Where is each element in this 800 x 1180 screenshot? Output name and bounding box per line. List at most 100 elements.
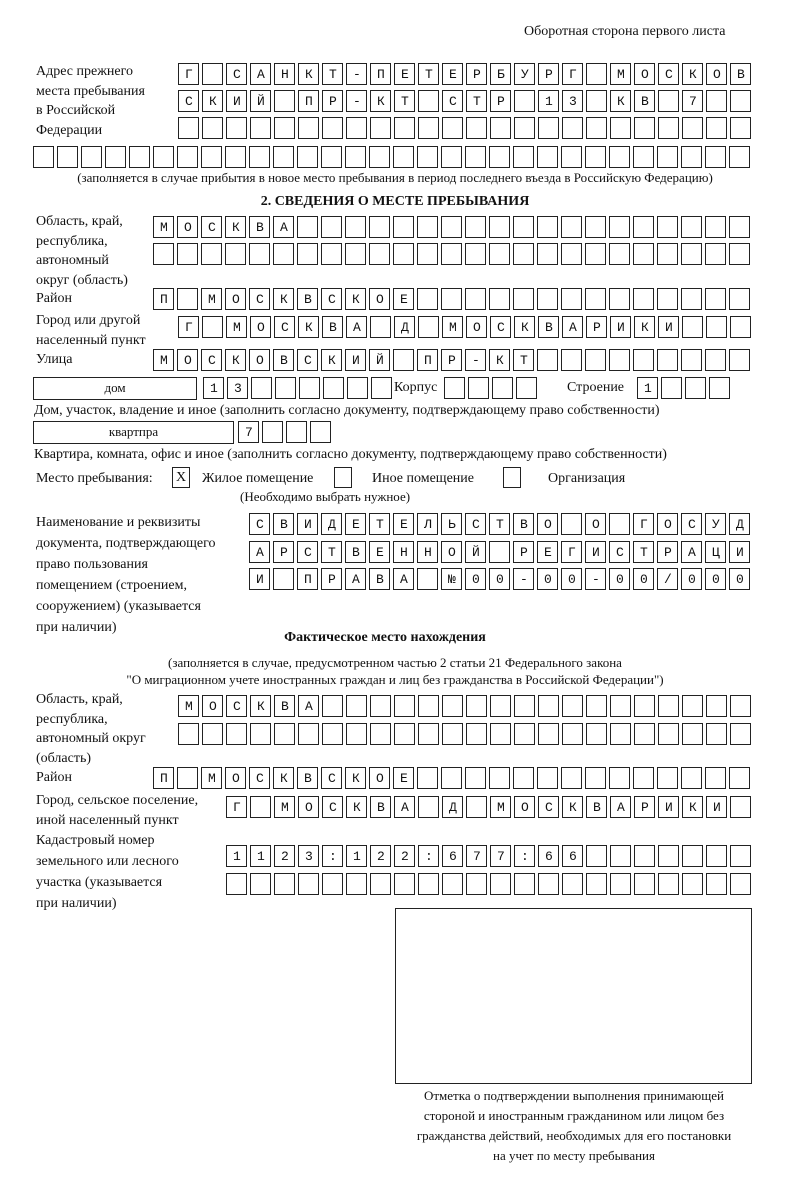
char-cell[interactable] xyxy=(322,723,343,745)
char-cell[interactable] xyxy=(537,146,558,168)
char-cell[interactable] xyxy=(489,216,510,238)
char-cell[interactable] xyxy=(537,767,558,789)
char-cell[interactable] xyxy=(585,216,606,238)
char-cell[interactable] xyxy=(633,243,654,265)
char-cell[interactable] xyxy=(706,723,727,745)
document-row-2[interactable]: АРСТВЕННОЙ РЕГИСТРАЦИ xyxy=(249,541,760,564)
char-cell[interactable] xyxy=(633,288,654,310)
char-cell[interactable] xyxy=(562,723,583,745)
char-cell[interactable] xyxy=(346,873,367,895)
char-cell[interactable] xyxy=(561,568,582,590)
char-cell[interactable] xyxy=(202,723,223,745)
char-cell[interactable] xyxy=(633,568,654,590)
char-cell[interactable] xyxy=(441,243,462,265)
char-cell[interactable] xyxy=(393,216,414,238)
char-cell[interactable] xyxy=(225,216,246,238)
char-cell[interactable] xyxy=(466,90,487,112)
apartment-row[interactable]: 7 xyxy=(238,421,341,444)
char-cell[interactable] xyxy=(658,873,679,895)
char-cell[interactable] xyxy=(202,90,223,112)
char-cell[interactable] xyxy=(322,873,343,895)
char-cell[interactable] xyxy=(466,845,487,867)
char-cell[interactable] xyxy=(633,349,654,371)
char-cell[interactable] xyxy=(323,377,344,399)
char-cell[interactable] xyxy=(369,243,390,265)
char-cell[interactable] xyxy=(273,216,294,238)
char-cell[interactable] xyxy=(393,767,414,789)
char-cell[interactable] xyxy=(442,845,463,867)
char-cell[interactable] xyxy=(226,723,247,745)
char-cell[interactable] xyxy=(249,568,270,590)
char-cell[interactable] xyxy=(466,796,487,818)
char-cell[interactable] xyxy=(297,243,318,265)
char-cell[interactable] xyxy=(346,117,367,139)
char-cell[interactable] xyxy=(657,349,678,371)
char-cell[interactable] xyxy=(178,316,199,338)
char-cell[interactable] xyxy=(610,796,631,818)
char-cell[interactable] xyxy=(322,695,343,717)
char-cell[interactable] xyxy=(537,349,558,371)
char-cell[interactable] xyxy=(681,243,702,265)
char-cell[interactable] xyxy=(310,421,331,443)
char-cell[interactable] xyxy=(249,288,270,310)
char-cell[interactable] xyxy=(298,117,319,139)
char-cell[interactable] xyxy=(369,288,390,310)
char-cell[interactable] xyxy=(297,349,318,371)
char-cell[interactable] xyxy=(729,568,750,590)
char-cell[interactable] xyxy=(730,845,751,867)
char-cell[interactable] xyxy=(634,723,655,745)
char-cell[interactable] xyxy=(394,796,415,818)
char-cell[interactable] xyxy=(538,723,559,745)
char-cell[interactable] xyxy=(465,541,486,563)
char-cell[interactable] xyxy=(465,349,486,371)
char-cell[interactable] xyxy=(273,146,294,168)
char-cell[interactable] xyxy=(153,288,174,310)
char-cell[interactable] xyxy=(274,90,295,112)
char-cell[interactable] xyxy=(514,316,535,338)
char-cell[interactable] xyxy=(321,767,342,789)
char-cell[interactable] xyxy=(177,349,198,371)
char-cell[interactable] xyxy=(177,288,198,310)
char-cell[interactable] xyxy=(345,146,366,168)
char-cell[interactable] xyxy=(633,216,654,238)
char-cell[interactable] xyxy=(634,63,655,85)
char-cell[interactable] xyxy=(609,146,630,168)
char-cell[interactable] xyxy=(177,243,198,265)
char-cell[interactable] xyxy=(562,90,583,112)
char-cell[interactable] xyxy=(226,90,247,112)
char-cell[interactable] xyxy=(202,316,223,338)
char-cell[interactable] xyxy=(465,767,486,789)
char-cell[interactable] xyxy=(468,377,489,399)
char-cell[interactable] xyxy=(466,695,487,717)
char-cell[interactable] xyxy=(275,377,296,399)
char-cell[interactable] xyxy=(705,146,726,168)
char-cell[interactable] xyxy=(417,349,438,371)
char-cell[interactable] xyxy=(489,513,510,535)
char-cell[interactable] xyxy=(226,63,247,85)
char-cell[interactable] xyxy=(249,767,270,789)
char-cell[interactable] xyxy=(417,513,438,535)
char-cell[interactable] xyxy=(201,146,222,168)
korpus-row[interactable] xyxy=(444,377,547,400)
char-cell[interactable] xyxy=(202,695,223,717)
region-row-2[interactable] xyxy=(153,243,760,266)
char-cell[interactable] xyxy=(466,723,487,745)
char-cell[interactable] xyxy=(586,723,607,745)
char-cell[interactable] xyxy=(465,568,486,590)
char-cell[interactable] xyxy=(322,845,343,867)
char-cell[interactable] xyxy=(418,117,439,139)
char-cell[interactable] xyxy=(657,767,678,789)
char-cell[interactable] xyxy=(610,723,631,745)
char-cell[interactable] xyxy=(346,723,367,745)
char-cell[interactable] xyxy=(561,146,582,168)
char-cell[interactable] xyxy=(705,216,726,238)
char-cell[interactable] xyxy=(393,146,414,168)
char-cell[interactable] xyxy=(586,316,607,338)
char-cell[interactable] xyxy=(682,873,703,895)
previous-address-row-3[interactable] xyxy=(178,117,761,140)
char-cell[interactable] xyxy=(298,316,319,338)
char-cell[interactable] xyxy=(418,873,439,895)
char-cell[interactable] xyxy=(586,873,607,895)
char-cell[interactable] xyxy=(273,541,294,563)
char-cell[interactable] xyxy=(465,216,486,238)
